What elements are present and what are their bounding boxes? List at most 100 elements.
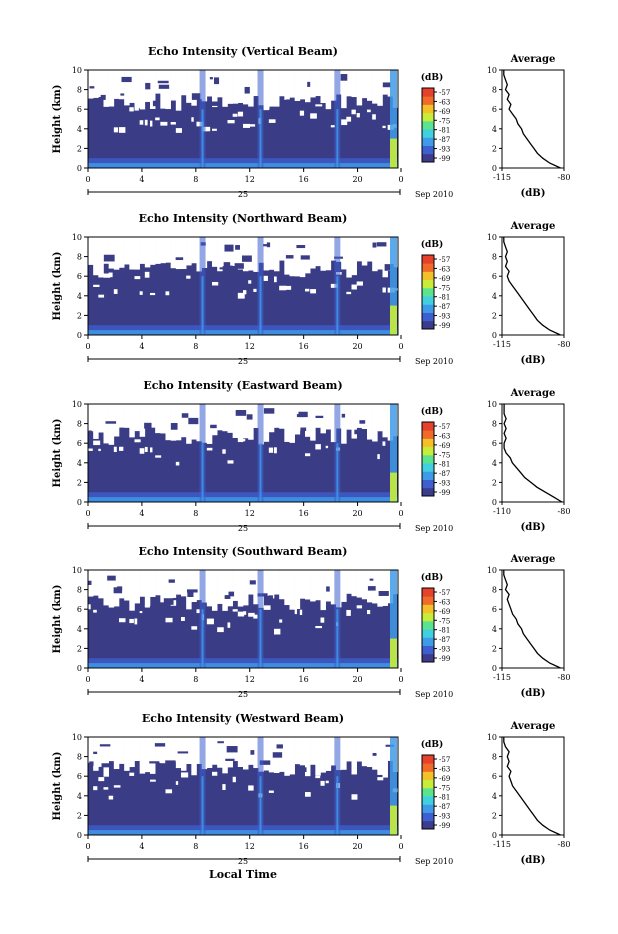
no-echo-speck — [367, 109, 371, 113]
colorbar-tick-label: -93 — [439, 813, 450, 821]
colorbar-unit: (dB) — [421, 72, 443, 83]
echo-blob — [177, 751, 189, 754]
day-label: 25 — [238, 857, 248, 866]
no-echo-patch — [175, 70, 182, 111]
y-tick-label: 6 — [77, 772, 82, 781]
no-echo-speck — [144, 605, 150, 608]
no-echo-speck — [98, 448, 101, 452]
panel-title: Echo Intensity (Southward Beam) — [139, 545, 348, 558]
no-echo-patch — [232, 70, 239, 104]
no-echo-patch — [160, 570, 166, 603]
no-echo-patch — [119, 237, 125, 268]
colorbar-unit: (dB) — [421, 406, 443, 417]
average-x-tick-label: -115 — [493, 340, 511, 349]
y-tick-label: 0 — [77, 831, 82, 840]
colorbar-segment — [422, 120, 434, 130]
no-echo-speck — [150, 292, 156, 296]
y-tick-label: 10 — [72, 566, 82, 575]
no-echo-patch — [330, 570, 337, 605]
y-tick-label: 2 — [77, 311, 82, 320]
no-echo-patch — [361, 570, 368, 600]
x-tick-label: 4 — [139, 842, 144, 851]
no-echo-speck — [227, 622, 231, 628]
colorbar-segment — [422, 320, 434, 330]
y-tick-label: 10 — [72, 400, 82, 409]
x-tick-label: 8 — [193, 175, 198, 184]
echo-blob — [89, 761, 94, 766]
average-y-tick-label: 8 — [492, 253, 497, 262]
no-echo-patch — [196, 70, 202, 100]
no-echo-patch — [289, 404, 295, 443]
no-echo-speck — [119, 127, 126, 133]
no-echo-speck — [367, 609, 371, 615]
echo-blob — [378, 591, 389, 596]
no-echo-speck — [93, 440, 101, 446]
average-y-tick-label: 0 — [492, 164, 497, 173]
no-echo-speck — [346, 609, 351, 616]
echo-blob — [99, 744, 111, 747]
no-echo-patch — [382, 237, 388, 278]
no-echo-speck — [232, 776, 236, 783]
no-echo-patch — [191, 70, 197, 106]
panel-title: Echo Intensity (Eastward Beam) — [143, 379, 342, 392]
no-echo-speck — [263, 275, 268, 281]
y-tick-label: 6 — [77, 439, 82, 448]
no-echo-patch — [206, 70, 213, 97]
no-echo-patch — [113, 70, 120, 99]
echo-blob — [105, 421, 117, 424]
colorbar-tick-label: -93 — [439, 480, 450, 488]
surface-band-strong — [88, 163, 398, 168]
no-echo-patch — [150, 70, 156, 109]
colorbar-segment — [422, 471, 434, 480]
no-echo-patch — [93, 404, 99, 439]
precip-core — [201, 609, 204, 668]
precip-core — [336, 776, 339, 835]
no-echo-speck — [274, 276, 277, 283]
colorbar-tick-label: -93 — [439, 146, 450, 154]
no-echo-patch — [139, 404, 146, 437]
x-tick-label: 16 — [299, 509, 309, 518]
y-tick-label: 0 — [77, 164, 82, 173]
no-echo-patch — [108, 737, 115, 762]
average-y-tick-label: 2 — [492, 144, 497, 153]
no-echo-speck — [108, 272, 113, 278]
echo-blob — [359, 420, 366, 424]
no-echo-patch — [139, 737, 146, 774]
no-echo-patch — [139, 70, 146, 110]
bright-column-core — [390, 638, 397, 668]
precip-core — [336, 443, 339, 502]
x-tick-label: 12 — [245, 175, 255, 184]
no-echo-speck — [139, 120, 144, 125]
no-echo-patch — [181, 737, 187, 771]
no-echo-patch — [232, 570, 239, 601]
precip-core — [336, 109, 339, 168]
no-echo-speck — [305, 792, 311, 797]
no-echo-patch — [377, 70, 383, 106]
no-echo-speck — [382, 125, 386, 129]
no-echo-speck — [263, 104, 270, 110]
no-echo-speck — [165, 291, 170, 296]
no-echo-patch — [129, 570, 135, 611]
average-x-tick-label: -80 — [558, 673, 571, 682]
echo-blob — [89, 86, 95, 89]
echo-blob — [285, 99, 291, 107]
colorbar-segment — [422, 88, 434, 97]
no-echo-patch — [341, 70, 347, 109]
echo-blob — [315, 415, 324, 419]
no-echo-patch — [382, 737, 388, 778]
no-echo-patch — [356, 570, 363, 598]
x-tick-label: 12 — [245, 509, 255, 518]
no-echo-patch — [119, 570, 125, 599]
echo-blob — [113, 587, 123, 594]
colorbar-segment — [422, 438, 434, 448]
no-echo-speck — [134, 618, 138, 625]
no-echo-patch — [372, 70, 378, 104]
colorbar-segment — [422, 304, 434, 313]
colorbar-tick-label: -81 — [439, 627, 450, 635]
echo-blob — [369, 578, 374, 581]
echo-blob — [372, 752, 377, 756]
no-echo-patch — [186, 737, 192, 764]
echo-blob — [154, 743, 166, 747]
average-y-tick-label: 2 — [492, 478, 497, 487]
